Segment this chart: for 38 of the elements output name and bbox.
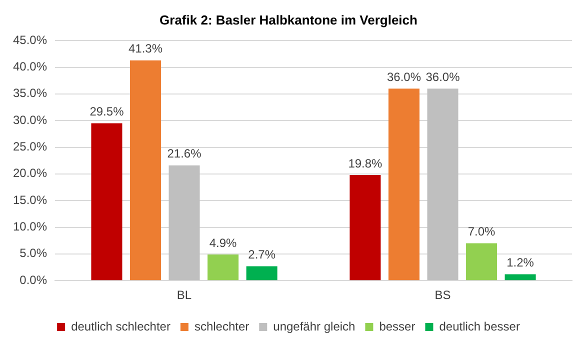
data-label: 7.0% [468,224,496,239]
legend-label: schlechter [194,319,250,334]
y-tick-label: 20.0% [12,166,48,180]
bar [208,254,239,280]
chart-title: Grafik 2: Basler Halbkantone im Vergleich [160,12,418,28]
legend-label: deutlich schlechter [71,319,170,334]
data-label: 29.5% [90,104,124,119]
y-tick-label: 10.0% [12,220,48,234]
y-tick-label: 40.0% [12,60,48,74]
y-tick-label: 0.0% [20,272,48,287]
data-label: 36.0% [426,70,460,84]
data-label: 21.6% [167,146,202,161]
data-label: 41.3% [128,42,163,56]
bar [504,274,536,280]
data-label: 1.2% [506,256,534,270]
bar [466,243,498,280]
x-tick-label: BS [434,288,451,302]
y-tick-label: 45.0% [12,32,48,47]
bar [350,175,381,280]
bar [168,165,200,280]
bar [246,266,278,280]
legend-label: deutlich besser [439,319,520,334]
data-label: 2.7% [248,248,276,262]
y-tick-label: 5.0% [20,246,48,260]
bar [91,123,122,280]
data-label: 36.0% [386,70,422,84]
y-tick-label: 35.0% [12,86,48,100]
bar [427,88,458,280]
data-label: 19.8% [348,156,383,170]
data-label: 4.9% [209,236,238,250]
bar [388,88,420,280]
x-tick-label: BL [176,288,192,302]
y-tick-label: 25.0% [12,140,48,154]
y-tick-label: 15.0% [12,192,48,207]
legend-label: besser [379,319,416,334]
bar [130,60,162,280]
legend-label: ungefähr gleich [273,319,356,334]
y-tick-label: 30.0% [12,112,48,127]
